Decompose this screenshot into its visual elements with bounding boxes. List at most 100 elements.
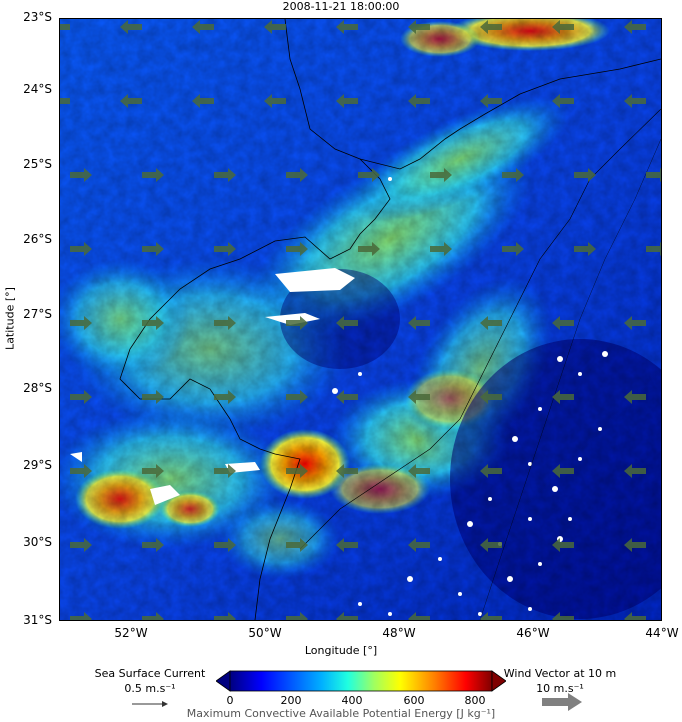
wind-arrow (624, 316, 646, 330)
shelf-isobath (299, 108, 661, 550)
y-tick-label: 24°S (23, 82, 52, 96)
wind-arrow (552, 538, 574, 552)
colorbar-tick: 400 (341, 694, 363, 707)
wind-arrow (574, 242, 596, 256)
wind-arrow (502, 242, 524, 256)
y-tick-label: 31°S (23, 613, 52, 627)
wind-arrow (552, 316, 574, 330)
wind-arrow (214, 168, 236, 182)
y-tick-label: 25°S (23, 157, 52, 171)
wind-arrow (552, 464, 574, 478)
wind-arrow (336, 612, 358, 620)
map-title: 2008-11-21 18:00:00 (282, 0, 400, 13)
x-tick-label: 48°W (382, 626, 416, 640)
wind-arrow (358, 242, 380, 256)
wind-arrow (70, 464, 92, 478)
x-tick-label: 46°W (516, 626, 550, 640)
y-tick-label: 23°S (23, 10, 52, 24)
y-tick-label: 30°S (23, 535, 52, 549)
wind-arrow (142, 242, 164, 256)
wind-arrow (286, 538, 308, 552)
y-tick-label: 28°S (23, 381, 52, 395)
y-tick-label: 27°S (23, 307, 52, 321)
wind-arrow (552, 20, 574, 34)
wind-arrow (142, 316, 164, 330)
wind-arrow (480, 612, 502, 620)
wind-arrow (408, 316, 430, 330)
wind-arrow (574, 168, 596, 182)
wind-arrow (192, 94, 214, 108)
coastline-south (119, 158, 391, 620)
wind-arrow (408, 612, 430, 620)
wind-arrow (214, 390, 236, 404)
wind-arrow (624, 20, 646, 34)
wind-arrow (120, 20, 142, 34)
colorbar-tick: 0 (226, 694, 234, 707)
wind-arrow (142, 538, 164, 552)
colorbar (216, 670, 506, 692)
wind-arrow (480, 538, 502, 552)
x-tick-label: 50°W (248, 626, 282, 640)
colorbar-tick: 200 (280, 694, 302, 707)
wind-arrow (120, 94, 142, 108)
wind-arrow (430, 242, 452, 256)
wind-arrow (646, 168, 661, 182)
wind-arrow (60, 24, 70, 30)
wind-arrow (624, 390, 646, 404)
wind-legend-value: 10 m.s⁻¹ (536, 682, 584, 695)
wind-arrow (480, 94, 502, 108)
wind-arrow (192, 20, 214, 34)
wind-arrow (142, 464, 164, 478)
wind-arrow (624, 612, 646, 620)
wind-arrow (70, 168, 92, 182)
wind-arrow (480, 20, 502, 34)
wind-arrow (646, 242, 661, 256)
current-legend-value: 0.5 m.s⁻¹ (124, 682, 176, 695)
wind-arrow (70, 242, 92, 256)
wind-arrow (358, 168, 380, 182)
current-arrow-icon (132, 701, 168, 707)
y-tick-label: 29°S (23, 458, 52, 472)
wind-arrow (286, 168, 308, 182)
map-panel (59, 18, 662, 621)
wind-arrow (286, 242, 308, 256)
wind-arrow (408, 538, 430, 552)
cloud-mask (70, 177, 608, 616)
colorbar-tick: 800 (464, 694, 486, 707)
wind-arrow (142, 390, 164, 404)
wind-arrow (502, 168, 524, 182)
wind-arrow (214, 316, 236, 330)
wind-arrow (408, 390, 430, 404)
wind-arrow (408, 464, 430, 478)
wind-arrow (480, 316, 502, 330)
wind-arrow (286, 464, 308, 478)
wind-arrow (142, 612, 164, 620)
wind-arrow (286, 390, 308, 404)
wind-arrow (70, 538, 92, 552)
wind-arrow (408, 94, 430, 108)
wind-arrow (430, 168, 452, 182)
wind-arrow (336, 538, 358, 552)
wind-arrow (214, 538, 236, 552)
wind-arrow (552, 390, 574, 404)
wind-arrow (336, 464, 358, 478)
wind-arrow (264, 94, 286, 108)
wind-arrow (552, 612, 574, 620)
wind-arrow (70, 390, 92, 404)
current-legend: Sea Surface Current 0.5 m.s⁻¹ (80, 666, 220, 709)
wind-vectors (60, 20, 661, 620)
wind-arrow (624, 94, 646, 108)
wind-legend-title: Wind Vector at 10 m (503, 667, 617, 680)
wind-arrow (142, 168, 164, 182)
wind-arrow (286, 612, 308, 620)
wind-arrow (214, 612, 236, 620)
colorbar-title: Maximum Convective Available Potential E… (186, 707, 496, 720)
x-tick-label: 44°W (645, 626, 679, 640)
wind-arrow (480, 390, 502, 404)
colorbar-tick: 600 (403, 694, 425, 707)
current-legend-title: Sea Surface Current (94, 667, 206, 680)
wind-arrow (336, 390, 358, 404)
wind-arrow (70, 612, 92, 620)
wind-arrow (214, 242, 236, 256)
wind-arrow (336, 20, 358, 34)
